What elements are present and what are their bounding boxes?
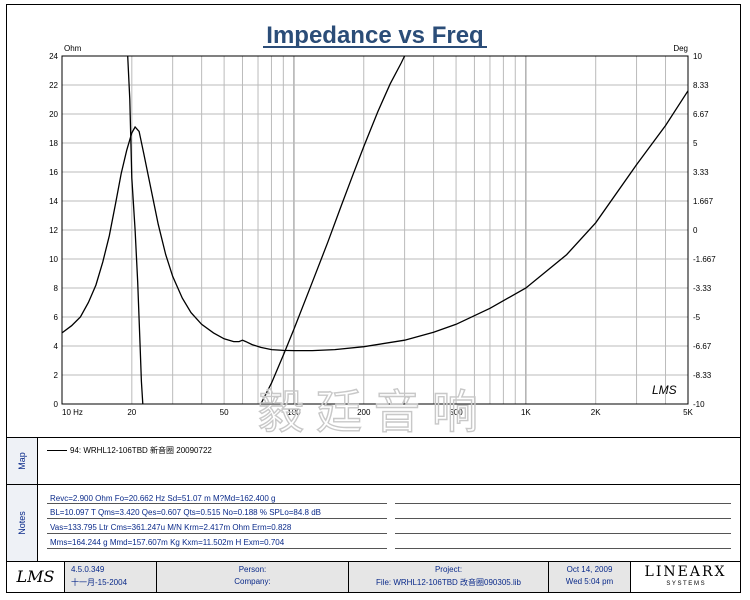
right-y-ticks: -10 -8.33 -6.67 -5 -3.33 -1.667 0 1.667 3.33 5 6.6… <box>693 52 716 409</box>
y-tick-label: 4 <box>54 342 59 351</box>
brand-sub: S Y S T E M S <box>666 581 705 587</box>
y-tick-label: 10 <box>49 255 58 264</box>
note-line-4: Mms=164.244 g Mmd=157.607m Kg Kxm=11.502… <box>50 538 285 547</box>
series-line-phase-2 <box>260 55 406 405</box>
x-tick-label: 100 <box>287 408 301 417</box>
person-label: Person: <box>238 565 267 574</box>
note-rule-2b <box>395 518 731 519</box>
footer-time: Wed 5:04 pm <box>565 577 614 586</box>
y2-tick-label: -1.667 <box>693 255 716 264</box>
note-rule-4b <box>395 548 731 549</box>
right-axis-unit: Deg <box>673 44 688 53</box>
y2-tick-label: 8.33 <box>693 81 709 90</box>
file-label: File: WRHL12-106TBD 改音圈090305.lib <box>376 578 521 587</box>
y-tick-label: 8 <box>54 284 59 293</box>
note-rule-1 <box>47 503 387 504</box>
y2-tick-label: -8.33 <box>693 371 712 380</box>
notes-section: Notes Revc=2.900 Ohm Fo=20.662 Hz Sd=51.… <box>6 484 741 561</box>
y-tick-label: 12 <box>49 226 58 235</box>
map-section: Map 94: WRHL12-106TBD 新音圈 20090722 <box>6 437 741 484</box>
footer-person-cell: Person: Company: <box>157 562 349 592</box>
y-tick-label: 24 <box>49 52 58 61</box>
x-tick-label: 500 <box>449 408 463 417</box>
watermark: 毅廷音响 <box>258 386 490 438</box>
note-line-3: Vas=133.795 Ltr Cms=361.247u M/N Krm=2.4… <box>50 523 292 532</box>
note-line-2: BL=10.097 T Qms=3.420 Qes=0.607 Qts=0.51… <box>50 508 322 517</box>
y2-tick-label: -5 <box>693 313 701 322</box>
footer-date-cell: Oct 14, 2009 Wed 5:04 pm <box>549 562 631 592</box>
notes-side-label: Notes <box>7 485 38 561</box>
y-tick-label: 18 <box>49 139 58 148</box>
note-line-1: Revc=2.900 Ohm Fo=20.662 Hz Sd=51.07 m M… <box>50 494 276 503</box>
y-tick-label: 6 <box>54 313 59 322</box>
map-side-label: Map <box>7 438 38 484</box>
y2-tick-label: 0 <box>693 226 698 235</box>
y2-tick-label: 1.667 <box>693 197 714 206</box>
x-ticks: 10 Hz 20 50 100 200 500 1K 2K 5K <box>62 408 694 417</box>
footer-brand-cell: LINEARX S Y S T E M S <box>631 562 740 592</box>
y2-tick-label: 5 <box>693 139 698 148</box>
footer-lms-logo: LMS <box>16 567 55 586</box>
series-group <box>61 55 689 405</box>
grid <box>62 56 688 404</box>
note-rule-3 <box>47 533 387 534</box>
version-number: 4.5.0.349 <box>71 565 105 574</box>
lms-chart-logo: LMS <box>652 383 677 397</box>
x-tick-label: 5K <box>683 408 693 417</box>
y2-tick-label: 10 <box>693 52 702 61</box>
y2-tick-label: 6.67 <box>693 110 709 119</box>
footer-bar: LMS 4.5.0.349 十一月-15-2004 Person: Compan… <box>6 561 741 593</box>
series-line-impedance-0 <box>61 90 689 352</box>
x-tick-label: 1K <box>521 408 531 417</box>
footer-date: Oct 14, 2009 <box>566 565 613 574</box>
company-label: Company: <box>234 577 271 586</box>
x-tick-label: 50 <box>220 408 229 417</box>
series-line-phase-1 <box>127 55 144 405</box>
version-date: 十一月-15-2004 <box>71 578 128 587</box>
left-axis-unit: Ohm <box>64 44 82 53</box>
chart-title: Impedance vs Freq <box>266 22 483 49</box>
y2-tick-label: -3.33 <box>693 284 712 293</box>
note-rule-2 <box>47 518 387 519</box>
x-tick-label: 10 Hz <box>62 408 83 417</box>
x-tick-label: 2K <box>591 408 601 417</box>
y-tick-label: 2 <box>54 371 59 380</box>
y-tick-label: 22 <box>49 81 58 90</box>
footer-project-cell: Project: File: WRHL12-106TBD 改音圈090305.l… <box>349 562 549 592</box>
y2-tick-label: -6.67 <box>693 342 712 351</box>
project-label: Project: <box>434 565 463 574</box>
x-tick-label: 20 <box>127 408 136 417</box>
x-tick-label: 200 <box>357 408 371 417</box>
note-rule-1b <box>395 503 731 504</box>
impedance-chart: Impedance vs Freq Ohm Deg 02468101214161… <box>49 22 716 439</box>
y-tick-label: 0 <box>54 400 59 409</box>
brand-name: LINEARX <box>644 564 727 580</box>
y-tick-label: 20 <box>49 110 58 119</box>
plot-border <box>61 55 689 405</box>
legend-swatch <box>47 450 67 451</box>
y2-tick-label: -10 <box>693 400 705 409</box>
note-rule-3b <box>395 533 731 534</box>
note-rule-4 <box>47 548 387 549</box>
legend-text: 94: WRHL12-106TBD 新音圈 20090722 <box>70 446 212 455</box>
y-tick-label: 14 <box>49 197 58 206</box>
footer-version-cell: 4.5.0.349 十一月-15-2004 <box>65 562 157 592</box>
figure-frame <box>6 4 741 593</box>
y-tick-label: 16 <box>49 168 58 177</box>
footer-logo-cell: LMS <box>7 562 65 592</box>
y2-tick-label: 3.33 <box>693 168 709 177</box>
